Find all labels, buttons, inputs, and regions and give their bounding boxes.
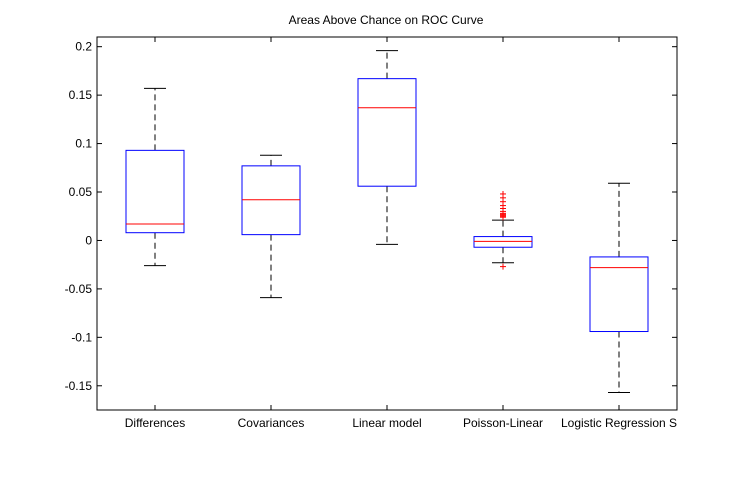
x-tick-label: Differences xyxy=(125,416,185,430)
box-3 xyxy=(357,50,417,245)
outlier-marker xyxy=(500,263,506,270)
box-1 xyxy=(125,87,185,267)
box-series xyxy=(125,50,649,394)
y-tick-label: -0.1 xyxy=(71,330,92,344)
y-tick-label: 0 xyxy=(85,233,92,247)
box-2 xyxy=(241,154,301,299)
y-tick-label: 0.1 xyxy=(75,137,92,151)
y-tick-label: 0.05 xyxy=(69,185,93,199)
y-tick-label: 0.2 xyxy=(75,40,92,54)
outlier-marker xyxy=(500,190,506,197)
box-iqr xyxy=(357,78,417,187)
x-tick-label: Covariances xyxy=(238,416,305,430)
x-tick-label: Linear model xyxy=(352,416,421,430)
chart-title: Areas Above Chance on ROC Curve xyxy=(289,13,484,27)
box-iqr xyxy=(589,256,649,333)
axis-ticks: -0.15 -0.1 -0.05 0 0.05 0.1 0.15 0.2 Differences… xyxy=(65,37,677,430)
x-tick-label: Logistic Regression S xyxy=(561,416,677,430)
plot-area-frame xyxy=(96,36,678,411)
y-tick-label: 0.15 xyxy=(69,88,93,102)
box-4 xyxy=(473,190,533,270)
box-5 xyxy=(589,182,649,394)
y-tick-label: -0.05 xyxy=(65,282,93,296)
y-tick-label: -0.15 xyxy=(65,379,93,393)
x-tick-label: Poisson-Linear xyxy=(463,416,543,430)
box-iqr xyxy=(125,149,185,234)
